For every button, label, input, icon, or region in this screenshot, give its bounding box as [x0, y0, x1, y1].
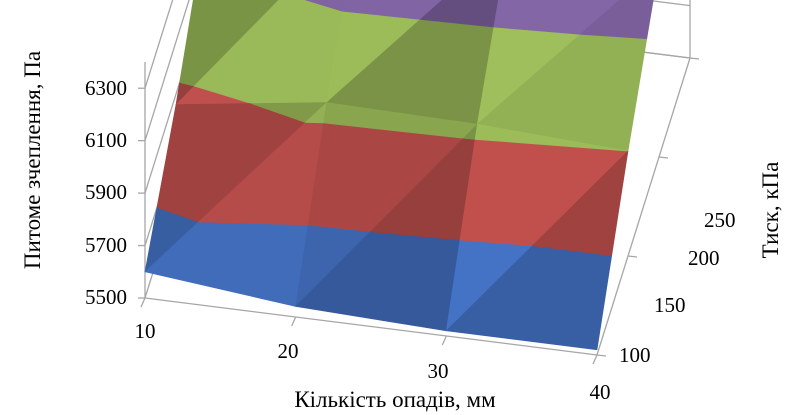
x-axis-title: Кількість опадів, мм	[294, 387, 496, 412]
surface-facet	[493, 0, 621, 35]
surface-plot	[144, 0, 654, 351]
z-gridline	[144, 0, 207, 194]
x-tick-label: 20	[278, 339, 299, 363]
y-axis-title: Тиск, кПа	[758, 162, 783, 259]
z-axis-title: Питоме зчеплення, Па	[20, 51, 45, 269]
surface-facet	[341, 0, 443, 20]
surface-facet	[304, 0, 345, 12]
z-gridline	[144, 0, 190, 141]
surface-facet	[474, 123, 629, 152]
y-tick-mark	[689, 57, 700, 60]
x-tick-labels: 10 20 30 40	[135, 319, 611, 404]
surface-facet	[532, 150, 629, 256]
z-tick-label: 5900	[85, 180, 127, 204]
chart-axes	[138, 57, 700, 365]
x-tick-mark	[441, 335, 447, 346]
y-axis-line	[596, 57, 691, 356]
x-tick-mark	[291, 316, 297, 327]
y-tick-mark	[658, 156, 669, 159]
z-tick-labels: 5500 5700 5900 6100 6300	[85, 76, 127, 309]
z-tick-label: 5700	[85, 233, 127, 257]
y-tick-label: 250	[704, 208, 736, 232]
x-tick-mark	[592, 354, 598, 365]
x-tick-label: 30	[428, 359, 449, 383]
x-tick-label: 40	[590, 380, 611, 404]
z-tick-label: 6300	[85, 76, 127, 100]
y-tick-label: 100	[619, 343, 651, 367]
surface-facet	[579, 0, 654, 40]
x-axis-line	[144, 297, 598, 356]
y-tick-mark	[596, 354, 607, 357]
x-tick-label: 10	[135, 319, 156, 343]
z-tick-label: 6100	[85, 128, 127, 152]
z-tick-label: 5500	[85, 285, 127, 309]
y-tick-mark	[627, 255, 638, 258]
y-tick-labels: 100 150 200 250	[619, 208, 736, 367]
x-tick-mark	[140, 297, 146, 308]
y-tick-label: 150	[654, 293, 686, 317]
surface-facet	[420, 0, 499, 28]
y-tick-label: 200	[688, 246, 720, 270]
